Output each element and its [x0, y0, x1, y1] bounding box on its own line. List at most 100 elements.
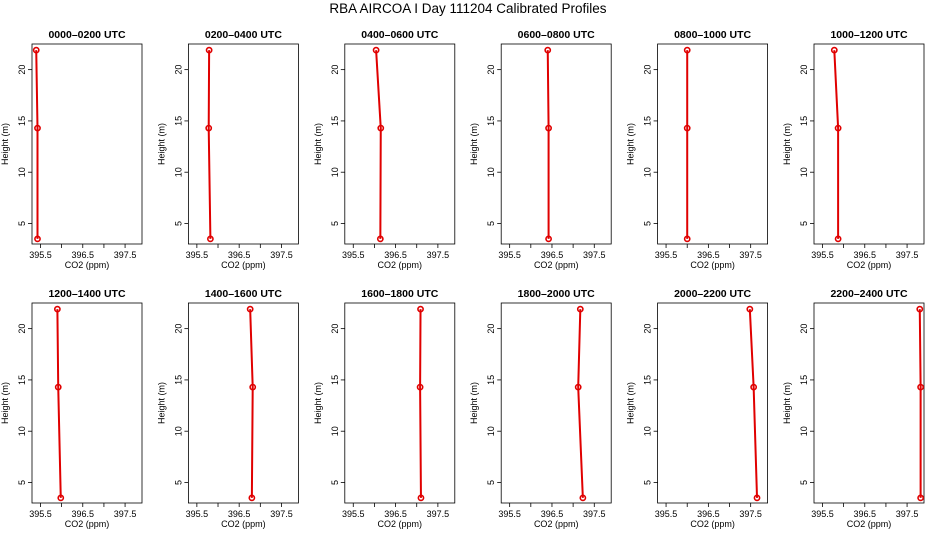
- y-tick-label: 10: [17, 426, 27, 436]
- x-axis-label: CO2 (ppm): [221, 519, 266, 529]
- x-tick-label: 397.5: [114, 509, 137, 519]
- y-tick-label: 15: [799, 116, 809, 126]
- x-tick-label: 396.5: [697, 509, 720, 519]
- profile-line: [375, 50, 382, 239]
- data-point: [545, 124, 552, 132]
- y-axis-label: Height (m): [156, 382, 166, 424]
- profile-line: [918, 309, 922, 498]
- x-tick-label: 395.5: [29, 509, 52, 519]
- y-tick-label: 20: [643, 324, 653, 334]
- data-point: [372, 46, 380, 54]
- x-tick-label: 396.5: [541, 509, 564, 519]
- data-point: [683, 124, 691, 132]
- profile-line: [833, 50, 840, 239]
- plot-frame: [657, 43, 768, 245]
- y-tick-label: 15: [330, 116, 340, 126]
- panel-1: 0000–0200 UTC 395.5 396.5 397.5 CO2 (ppm) 5 10…: [0, 29, 143, 270]
- x-tick-label: 397.5: [270, 509, 293, 519]
- data-point: [377, 124, 385, 132]
- y-axis-label: Height (m): [313, 382, 323, 424]
- panel-title: 1600–1800 UTC: [361, 288, 438, 300]
- y-tick-label: 5: [486, 480, 496, 485]
- y-tick-label: 5: [799, 480, 809, 485]
- y-tick-label: 5: [173, 221, 183, 226]
- x-tick-label: 397.5: [427, 509, 450, 519]
- plot-frame: [187, 302, 299, 504]
- x-tick-label: 396.5: [697, 250, 720, 260]
- x-tick-label: 396.5: [72, 250, 95, 260]
- y-axis-label: Height (m): [626, 123, 636, 165]
- data-point: [205, 46, 213, 54]
- profile-line: [56, 309, 62, 498]
- x-axis-label: CO2 (ppm): [378, 260, 423, 270]
- data-point: [917, 383, 925, 391]
- plot-frame: [31, 43, 143, 245]
- plot-frame: [657, 302, 768, 504]
- panel-title: 0400–0600 UTC: [361, 29, 438, 41]
- panel-9: 1600–1800 UTC 395.5 396.5 397.5 CO2 (ppm) 5 10…: [313, 288, 456, 529]
- panel-title: 1200–1400 UTC: [48, 288, 125, 300]
- y-tick-label: 10: [486, 426, 496, 436]
- data-point: [53, 305, 61, 313]
- y-axis-label: Height (m): [782, 382, 792, 424]
- x-axis-label: CO2 (ppm): [847, 519, 892, 529]
- panel-title: 0600–0800 UTC: [518, 29, 595, 41]
- panel-4: 0600–0800 UTC 395.5 396.5 397.5 CO2 (ppm) 5 10…: [469, 29, 612, 270]
- y-tick-label: 15: [643, 116, 653, 126]
- x-axis-label: CO2 (ppm): [690, 519, 735, 529]
- plot-frame: [187, 43, 299, 245]
- plot-frame: [31, 302, 143, 504]
- x-axis-label: CO2 (ppm): [847, 260, 892, 270]
- data-point: [545, 235, 552, 243]
- plot-frame: [813, 43, 925, 245]
- plot-frame: [500, 302, 612, 504]
- x-axis-label: CO2 (ppm): [690, 260, 735, 270]
- data-point: [750, 383, 758, 391]
- y-tick-label: 15: [173, 375, 183, 385]
- y-tick-label: 5: [17, 221, 27, 226]
- y-tick-label: 15: [486, 375, 496, 385]
- profile-line: [35, 50, 39, 239]
- panel-6: 1000–1200 UTC 395.5 396.5 397.5 CO2 (ppm) 5 10…: [782, 29, 925, 270]
- y-tick-label: 10: [643, 426, 653, 436]
- data-point: [916, 305, 924, 313]
- x-tick-label: 395.5: [811, 509, 834, 519]
- data-point: [746, 305, 754, 313]
- plot-frame: [344, 302, 456, 504]
- y-axis-label: Height (m): [0, 123, 10, 165]
- x-tick-label: 397.5: [583, 250, 606, 260]
- data-point: [249, 383, 257, 391]
- panel-12: 2200–2400 UTC 395.5 396.5 397.5 CO2 (ppm) 5 10…: [782, 288, 925, 529]
- x-tick-label: 396.5: [541, 250, 564, 260]
- panel-title: 1000–1200 UTC: [830, 29, 907, 41]
- profile-line: [748, 309, 759, 498]
- profile-line: [207, 50, 212, 239]
- data-point: [246, 305, 254, 313]
- y-tick-label: 20: [330, 324, 340, 334]
- x-tick-label: 395.5: [811, 250, 834, 260]
- y-tick-label: 20: [486, 324, 496, 334]
- panel-8: 1400–1600 UTC 395.5 396.5 397.5 CO2 (ppm) 5 10…: [156, 288, 299, 529]
- y-tick-label: 20: [643, 65, 653, 75]
- x-tick-label: 395.5: [655, 509, 678, 519]
- data-point: [574, 383, 582, 391]
- y-tick-label: 15: [17, 375, 27, 385]
- y-tick-label: 20: [486, 65, 496, 75]
- panel-title: 0000–0200 UTC: [48, 29, 125, 41]
- profile-line: [249, 309, 254, 498]
- data-point: [544, 46, 552, 54]
- x-axis-label: CO2 (ppm): [534, 260, 579, 270]
- panel-3: 0400–0600 UTC 395.5 396.5 397.5 CO2 (ppm) 5 10…: [313, 29, 456, 270]
- x-tick-label: 397.5: [896, 509, 919, 519]
- x-tick-label: 397.5: [583, 509, 606, 519]
- y-tick-label: 15: [17, 116, 27, 126]
- data-point: [376, 235, 384, 243]
- profile-line: [546, 50, 550, 239]
- y-tick-label: 20: [173, 65, 183, 75]
- y-tick-label: 10: [173, 426, 183, 436]
- y-tick-label: 5: [799, 221, 809, 226]
- plot-frame: [344, 43, 456, 245]
- x-axis-label: CO2 (ppm): [378, 519, 423, 529]
- y-tick-label: 20: [173, 324, 183, 334]
